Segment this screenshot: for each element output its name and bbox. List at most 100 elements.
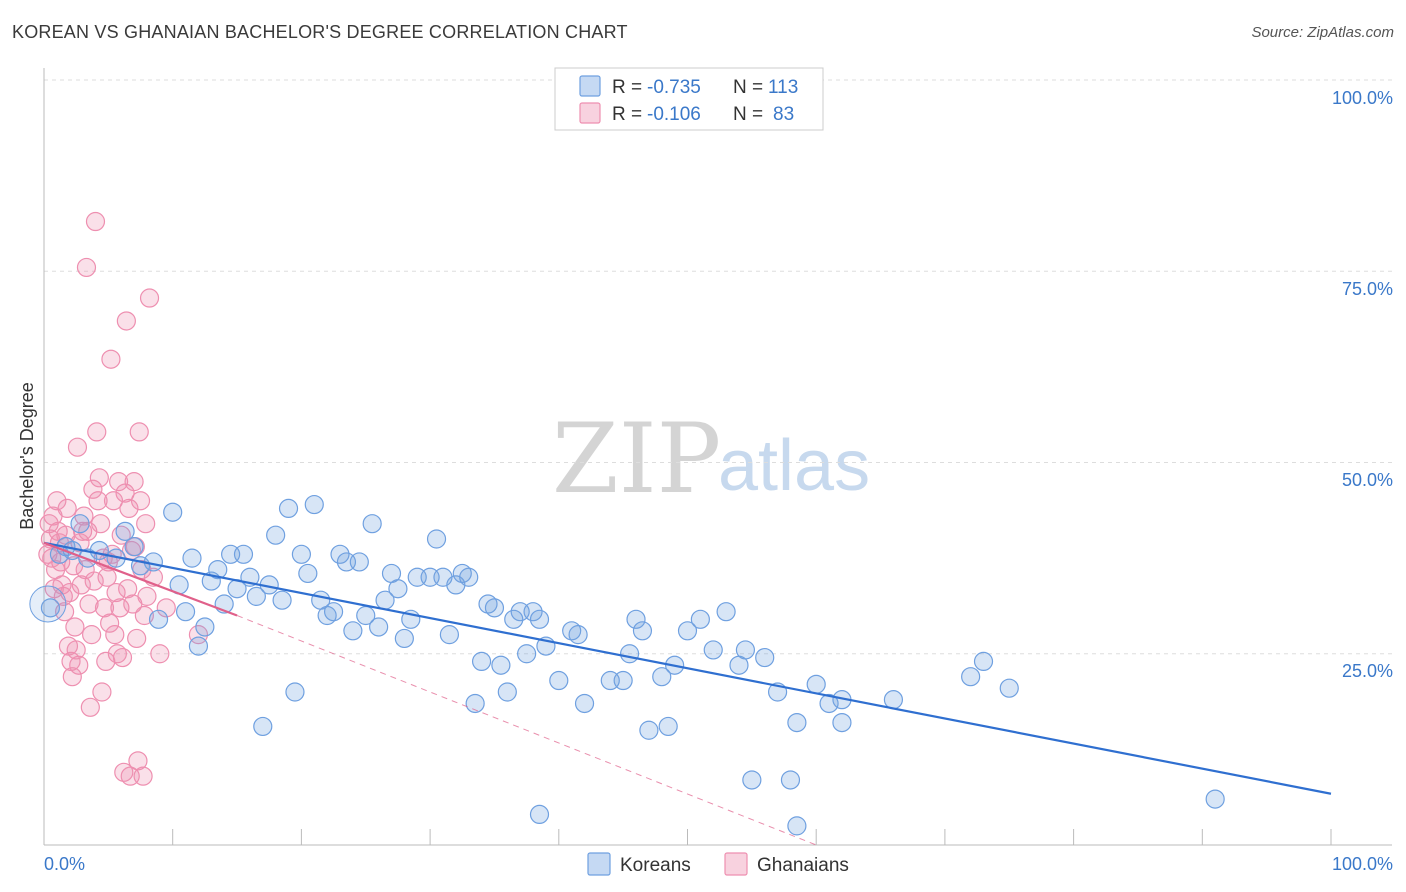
korean-point-105 — [1205, 789, 1225, 809]
korean-point-67 — [517, 644, 537, 664]
korean-point-27 — [253, 716, 273, 737]
ghanaian-point-70 — [128, 751, 148, 771]
legend-n-label-ghanaians: N = — [733, 104, 763, 125]
ghanaian-point-69 — [127, 628, 147, 649]
bottom-legend-label-koreans: Koreans — [620, 855, 691, 876]
y-tick-label-25: 25.0% — [1342, 661, 1393, 681]
korean-point-69 — [529, 609, 550, 629]
korean-point-96 — [787, 816, 807, 836]
ghanaian-point-15 — [57, 498, 77, 518]
korean-point-38 — [323, 602, 344, 622]
axes — [43, 68, 1392, 846]
korean-point-24 — [233, 544, 254, 564]
korean-point-9 — [124, 537, 144, 557]
ghanaian-point-37 — [85, 211, 106, 232]
korean-point-103 — [973, 651, 994, 672]
korean-point-88 — [716, 602, 736, 622]
legend-n-label-koreans: N = — [733, 77, 763, 98]
ghanaian-point-27 — [73, 521, 93, 541]
y-axis-label: Bachelor's Degree — [17, 382, 37, 530]
korean-point-60 — [471, 651, 492, 672]
gridlines — [44, 79, 1392, 655]
ghanaian-point-56 — [110, 598, 130, 618]
bottom-legend-label-ghanaians: Ghanaians — [757, 855, 849, 876]
korean-cluster-point — [29, 585, 67, 623]
ghanaian-point-10 — [51, 552, 71, 572]
korean-point-91 — [742, 770, 762, 790]
x-tick-labels: 0.0% 100.0% — [44, 854, 1393, 874]
ghanaian-point-44 — [94, 598, 115, 618]
ghanaian-point-81 — [156, 598, 176, 618]
korean-point-80 — [632, 621, 653, 641]
korean-point-100 — [832, 712, 852, 733]
korean-point-44 — [362, 514, 382, 534]
korean-point-86 — [690, 609, 710, 629]
ghanaian-point-80 — [150, 644, 170, 664]
korean-point-12 — [148, 609, 169, 629]
korean-point-79 — [626, 609, 646, 629]
korean-point-33 — [291, 544, 311, 564]
y-tick-label-100: 100.0% — [1332, 88, 1393, 108]
legend-n-value-ghanaians: 83 — [773, 104, 794, 125]
korean-point-63 — [491, 655, 511, 675]
ghanaian-point-78 — [139, 288, 160, 308]
watermark-zip: ZIP — [552, 403, 721, 515]
chart-title: KOREAN VS GHANAIAN BACHELOR'S DEGREE COR… — [12, 22, 628, 42]
korean-point-16 — [182, 548, 202, 568]
y-tick-label-50: 50.0% — [1342, 470, 1393, 490]
ghanaian-point-42 — [92, 682, 112, 702]
korean-point-26 — [246, 586, 266, 606]
bottom-legend-swatch-ghanaians — [724, 852, 748, 876]
ghanaian-point-63 — [119, 498, 139, 518]
x-tick-label-100: 100.0% — [1332, 854, 1393, 874]
ghanaian-point-36 — [84, 571, 104, 591]
korean-point-72 — [549, 670, 569, 691]
korean-point-0 — [40, 598, 61, 618]
trend-lines — [43, 541, 1332, 846]
ghanaian-point-53 — [106, 582, 126, 603]
korean-point-94 — [780, 770, 801, 790]
ghanaian-point-30 — [76, 257, 97, 278]
korean-point-29 — [266, 525, 286, 545]
ghanaian-point-48 — [100, 613, 120, 633]
korean-point-92 — [755, 647, 775, 668]
korean-point-102 — [961, 667, 981, 687]
ghanaian-point-77 — [137, 586, 157, 606]
korean-point-64 — [497, 682, 517, 702]
korean-point-39 — [330, 544, 350, 564]
ghanaian-point-57 — [111, 525, 131, 545]
korean-point-58 — [459, 567, 479, 587]
korean-point-41 — [343, 621, 363, 641]
ghanaian-point-67 — [124, 472, 144, 492]
korean-point-17 — [188, 636, 209, 656]
korean-point-32 — [285, 682, 305, 702]
ghanaian-trend-extension — [236, 615, 817, 846]
korean-point-53 — [426, 529, 447, 549]
ghanaian-point-41 — [91, 514, 111, 534]
legend-n-value-koreans: 113 — [768, 77, 798, 98]
korean-point-104 — [999, 678, 1019, 698]
korean-point-85 — [677, 621, 698, 641]
ghanaian-point-51 — [103, 491, 124, 511]
y-tick-labels: 100.0% 75.0% 50.0% 25.0% — [1332, 88, 1393, 681]
legend-r-value-ghanaians: -0.106 — [647, 104, 701, 125]
koreans-series — [29, 494, 1225, 836]
ghanaian-point-75 — [134, 605, 154, 626]
ghanaian-point-19 — [62, 667, 82, 687]
korean-point-18 — [195, 617, 215, 637]
ghanaian-trend-line — [43, 541, 238, 617]
korean-point-75 — [574, 693, 595, 714]
ghanaian-point-71 — [129, 422, 149, 442]
ghanaian-point-58 — [112, 647, 133, 668]
ghanaians-series — [38, 211, 209, 786]
ghanaian-point-24 — [69, 655, 89, 675]
korean-point-13 — [163, 502, 183, 522]
korean-point-65 — [504, 609, 524, 629]
ghanaian-point-23 — [67, 437, 88, 457]
korean-trend-line — [43, 541, 1332, 795]
korean-point-90 — [735, 640, 756, 660]
series-legend: Koreans Ghanaians — [587, 852, 849, 876]
legend-r-value-koreans: -0.735 — [647, 77, 701, 98]
ghanaian-point-35 — [83, 479, 103, 499]
